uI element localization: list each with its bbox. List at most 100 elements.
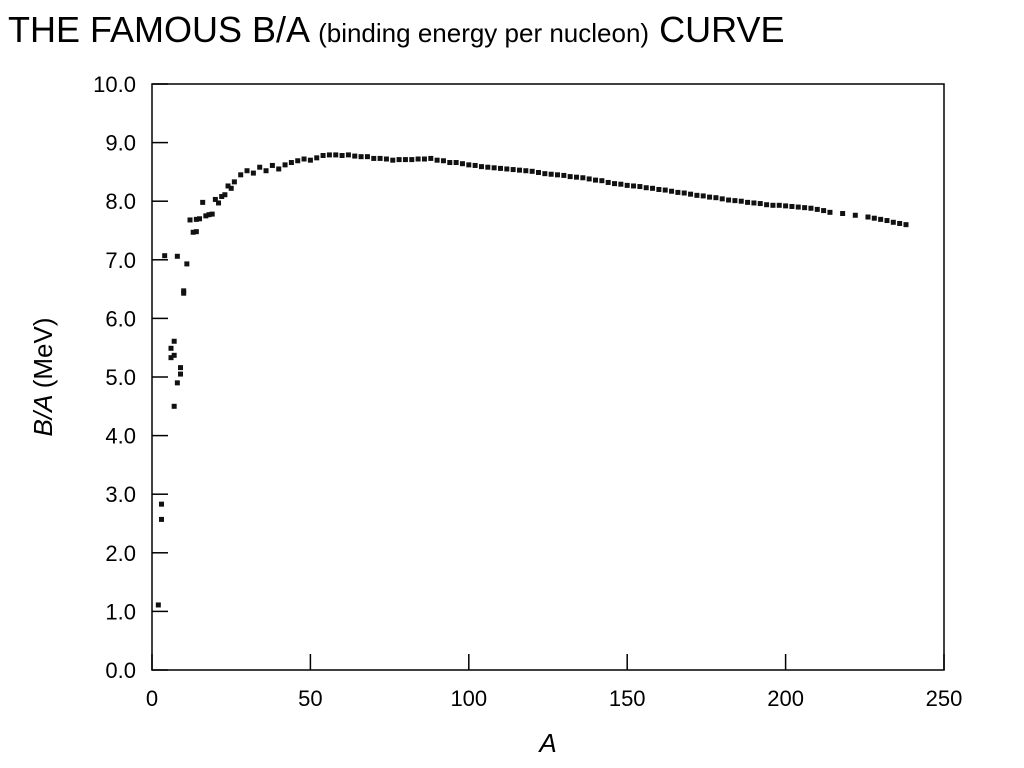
x-tick-label: 0 [146,686,158,711]
data-point [555,172,561,178]
data-point [209,211,215,217]
data-point [159,501,165,507]
data-point [688,191,694,197]
data-point [155,602,161,608]
data-point [181,290,187,296]
y-tick-label: 9.0 [105,131,136,156]
data-point [339,152,345,158]
data-point [871,215,877,221]
data-point [159,516,165,522]
data-point [574,174,580,180]
data-points [155,152,909,608]
data-point [637,184,643,190]
data-point [402,157,408,163]
data-point [707,194,713,200]
data-point [295,158,301,164]
data-point [168,355,174,361]
data-point [612,181,618,187]
x-tick-label: 50 [298,686,322,711]
data-point [903,222,909,228]
data-point [377,155,383,161]
page-title: THE FAMOUS B/A (binding energy per nucle… [8,8,784,55]
plot-frame [151,83,945,671]
data-point [453,160,459,166]
data-point [732,198,738,204]
data-point [814,206,820,212]
data-point [852,212,858,218]
data-point [485,164,491,170]
data-point [184,261,190,267]
data-point [884,218,890,224]
data-point [529,168,535,174]
data-point [472,162,478,168]
data-point [466,162,472,168]
data-point [662,187,668,193]
data-point [434,157,440,163]
y-tick-label: 5.0 [105,365,136,390]
title-end: CURVE [659,9,785,50]
data-point [542,171,548,177]
data-point [193,216,199,222]
data-point [840,211,846,217]
data-point [624,182,630,188]
title-main: THE FAMOUS B/A [8,9,309,50]
data-point [171,403,177,409]
data-point [314,155,320,161]
data-point [897,220,903,226]
data-point [409,157,415,163]
data-point [459,161,465,167]
data-point [307,157,313,163]
data-point [631,183,637,189]
data-point [478,164,484,170]
y-axis-label-italic: B/A [28,396,58,437]
data-point [675,189,681,195]
data-point [713,195,719,201]
y-tick-label: 1.0 [105,599,136,624]
data-point [497,165,503,171]
data-point [447,160,453,166]
data-point [516,167,522,173]
data-point [269,162,275,168]
y-tick-label: 0.0 [105,658,136,683]
data-point [203,213,209,219]
data-point [548,171,554,177]
data-point [263,168,269,174]
y-tick-label: 10.0 [93,72,136,97]
data-point [890,219,896,225]
data-point [171,338,177,344]
data-point [802,205,808,211]
data-point [421,156,427,162]
data-point [174,380,180,386]
data-point [783,203,789,209]
data-point [206,212,212,218]
data-point [197,216,203,222]
data-point [694,192,700,198]
data-point [231,179,237,185]
data-point [333,152,339,158]
y-tick-label: 8.0 [105,189,136,214]
data-point [757,201,763,207]
data-point [491,165,497,171]
data-point [599,178,605,184]
data-point [238,172,244,178]
y-tick-label: 3.0 [105,482,136,507]
data-point [174,253,180,259]
data-point [650,185,656,191]
data-point [605,179,611,185]
data-point [225,183,231,189]
data-point [726,197,732,203]
data-point [383,156,389,162]
data-point [200,199,206,205]
data-point [216,200,222,206]
data-point [276,166,282,172]
data-point [510,167,516,173]
x-tick-label: 250 [926,686,963,711]
data-point [390,157,396,163]
data-point [345,152,351,158]
data-point [535,169,541,175]
data-point [618,181,624,187]
data-point [789,203,795,209]
data-point [371,155,377,161]
title-subtitle: (binding energy per nucleon) [318,18,650,48]
